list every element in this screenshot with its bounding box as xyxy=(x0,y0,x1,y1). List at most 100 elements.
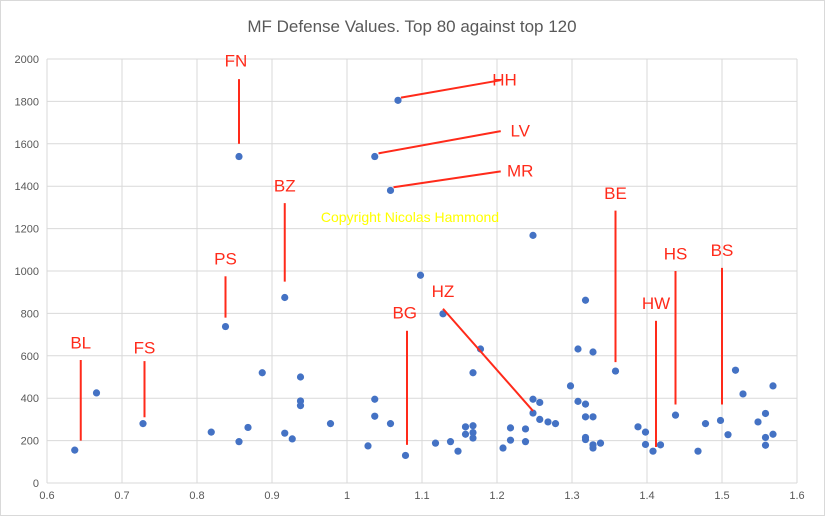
data-point xyxy=(281,429,289,437)
x-tick-label: 1.5 xyxy=(714,490,729,502)
data-point xyxy=(761,441,770,449)
data-point xyxy=(529,395,537,403)
x-tick-label: 0.6 xyxy=(39,490,54,502)
data-point xyxy=(731,366,740,374)
data-point xyxy=(461,430,470,438)
annotation-label: MR xyxy=(507,162,533,181)
y-tick-label: 0 xyxy=(33,478,39,490)
y-tick-label: 400 xyxy=(21,393,39,405)
data-point xyxy=(386,420,395,428)
x-tick-label: 1 xyxy=(344,490,350,502)
data-point xyxy=(769,382,777,390)
data-point xyxy=(431,439,440,447)
x-tick-label: 0.9 xyxy=(264,490,279,502)
x-tick-label: 1.3 xyxy=(564,490,579,502)
annotation-label: BL xyxy=(70,333,91,352)
data-point xyxy=(506,436,515,444)
annotation-label: FN xyxy=(225,51,248,70)
data-point xyxy=(258,369,266,377)
data-point xyxy=(581,296,590,304)
data-point xyxy=(371,152,379,161)
data-point xyxy=(761,409,770,418)
data-point xyxy=(244,423,252,432)
data-point xyxy=(296,402,305,410)
data-point xyxy=(207,428,215,436)
data-point xyxy=(386,186,395,195)
data-point xyxy=(371,412,379,420)
data-point xyxy=(581,413,590,421)
data-point xyxy=(139,420,147,428)
data-point xyxy=(739,390,747,398)
data-point xyxy=(235,438,243,446)
data-point xyxy=(416,271,425,279)
y-tick-label: 1800 xyxy=(15,96,39,108)
y-tick-label: 1200 xyxy=(15,224,39,236)
y-tick-label: 1400 xyxy=(15,181,39,193)
data-point xyxy=(371,395,379,403)
data-point xyxy=(656,441,665,449)
data-point xyxy=(288,435,296,443)
data-point xyxy=(364,442,372,450)
data-point xyxy=(469,434,477,442)
annotation-label: BG xyxy=(392,304,417,323)
data-point xyxy=(769,430,777,438)
data-point xyxy=(574,345,582,353)
data-point xyxy=(544,418,552,426)
annotation-label: BS xyxy=(711,241,734,260)
annotation-label: HZ xyxy=(432,282,455,301)
data-point xyxy=(446,438,455,446)
data-point xyxy=(469,422,477,430)
x-tick-label: 1.1 xyxy=(414,490,429,502)
data-point xyxy=(551,420,560,428)
data-point xyxy=(754,418,762,426)
data-point xyxy=(634,423,642,431)
data-point xyxy=(536,398,544,407)
y-tick-label: 1000 xyxy=(15,266,39,278)
annotation-line xyxy=(400,79,501,99)
watermark: Copyright Nicolas Hammond xyxy=(321,209,499,225)
data-point xyxy=(326,420,335,428)
x-tick-label: 1.6 xyxy=(789,490,804,502)
data-point xyxy=(529,231,537,239)
x-tick-label: 0.8 xyxy=(189,490,204,502)
annotation-label: FS xyxy=(134,339,156,358)
data-point xyxy=(401,451,410,460)
x-tick-label: 1.4 xyxy=(639,490,654,502)
data-point xyxy=(589,348,597,356)
data-point xyxy=(461,423,470,431)
data-point xyxy=(476,345,485,353)
x-axis-ticks: 0.6 0.7 0.8 0.9 1 1.1 1.2 1.3 1.4 1.5 1.6 xyxy=(39,490,804,502)
data-point xyxy=(761,433,770,442)
data-point xyxy=(581,400,590,408)
data-point xyxy=(454,447,462,455)
data-point xyxy=(641,428,650,436)
y-tick-label: 800 xyxy=(21,308,39,320)
annotation-line xyxy=(393,170,501,189)
data-point xyxy=(394,96,402,104)
data-point xyxy=(71,446,79,454)
data-point xyxy=(566,382,575,390)
annotation-label: PS xyxy=(214,250,237,269)
data-point xyxy=(506,424,515,432)
data-point xyxy=(701,420,710,428)
annotation-label: BZ xyxy=(274,177,296,196)
annotation-label: HH xyxy=(492,71,517,90)
data-point xyxy=(499,444,507,452)
data-point xyxy=(581,435,590,444)
data-point xyxy=(589,444,597,452)
x-tick-label: 0.7 xyxy=(114,490,129,502)
gridlines xyxy=(46,58,798,484)
y-tick-label: 1600 xyxy=(15,139,39,151)
data-point xyxy=(589,413,597,421)
data-point xyxy=(671,411,680,419)
y-axis-ticks: 0 200 400 600 800 1000 1200 1400 1600 1800 2000 xyxy=(15,54,39,490)
data-point xyxy=(724,431,732,439)
data-point xyxy=(574,397,582,405)
chart-title: MF Defense Values. Top 80 against top 12… xyxy=(247,17,576,36)
annotation-label: HW xyxy=(642,294,670,313)
data-point xyxy=(611,367,620,375)
y-tick-label: 2000 xyxy=(15,54,39,66)
data-point xyxy=(281,293,289,302)
annotation-label: LV xyxy=(510,121,530,140)
